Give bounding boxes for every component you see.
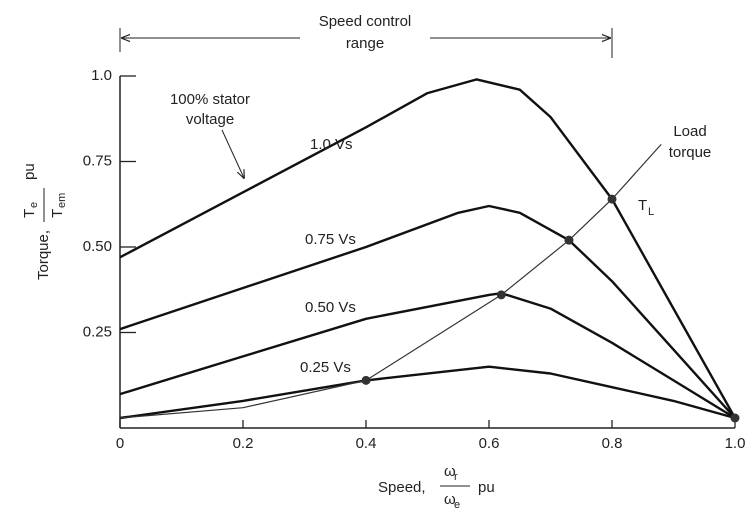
axis-label-denominator: T [49,209,66,218]
point-label-subscript: L [648,206,654,218]
x-tick-label: 1.0 [725,435,746,452]
annotation-arrow [221,129,244,178]
x-tick-label: 0 [116,435,124,452]
operating-point [361,375,371,385]
x-tick-label: 0.4 [356,435,377,452]
axis-label: Speed, [378,479,426,496]
operating-point [607,194,617,204]
axis-label-subscript: r [454,471,458,483]
y-tick-label: 1.0 [91,67,112,84]
x-tick-label: 0.8 [602,435,623,452]
series-label: 1.0 Vs [310,136,353,153]
series-label: 0.75 Vs [305,231,356,248]
series-label: 0.25 Vs [300,359,351,376]
annotation: 100% stator [170,91,250,108]
y-tick-label: 0.25 [83,323,112,340]
operating-point [730,413,740,423]
load-label: torque [669,144,712,161]
x-tick-label: 0.2 [233,435,254,452]
axis-label-numerator: ω [444,463,456,480]
load-label: Load [673,123,706,140]
operating-point [564,235,574,245]
torque-curve [119,292,736,420]
torque-curve [119,78,737,419]
series-label: 0.50 Vs [305,299,356,316]
axis-label-subscript: e [28,202,40,208]
axis-label-unit: pu [478,479,495,496]
axis-label-subscript: em [56,193,68,208]
axis-label-denominator: ω [444,491,456,508]
axis-label-numerator: T [21,209,38,218]
point-label: T [638,197,647,214]
range-label: Speed control [319,13,412,30]
annotation: voltage [186,111,234,128]
axis-label-unit: pu [21,163,38,180]
y-tick-label: 0.50 [83,238,112,255]
y-tick-label: 0.75 [83,152,112,169]
range-label: range [346,35,384,52]
axis-label-subscript: e [454,499,460,509]
torque-curve [119,365,736,420]
operating-point [496,290,506,300]
axis-label: Torque, [35,230,52,280]
torque-curve [119,204,736,419]
x-tick-label: 0.6 [479,435,500,452]
